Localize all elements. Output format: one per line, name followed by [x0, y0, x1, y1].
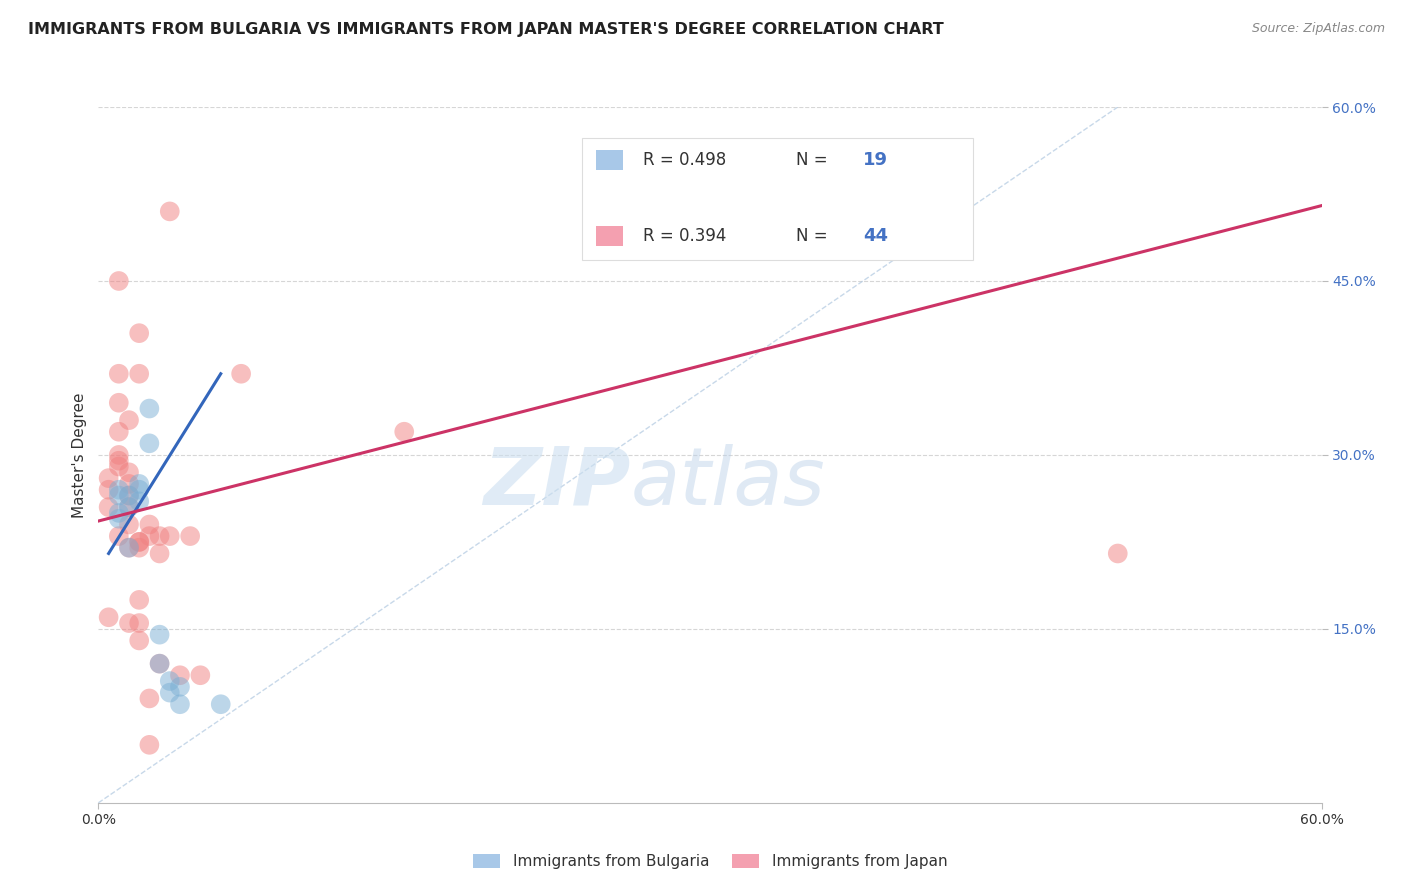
Text: IMMIGRANTS FROM BULGARIA VS IMMIGRANTS FROM JAPAN MASTER'S DEGREE CORRELATION CH: IMMIGRANTS FROM BULGARIA VS IMMIGRANTS F…	[28, 22, 943, 37]
Point	[108, 367, 131, 381]
Point	[128, 541, 150, 555]
Text: 19: 19	[863, 151, 889, 169]
Point	[159, 685, 181, 699]
Point	[118, 541, 141, 555]
Point	[118, 615, 141, 630]
Point	[903, 181, 925, 195]
Point	[128, 494, 150, 508]
Point	[128, 534, 150, 549]
Point	[149, 529, 172, 543]
Point	[128, 476, 150, 491]
Point	[108, 274, 131, 288]
Point	[169, 698, 191, 712]
Point	[138, 691, 160, 706]
Text: R = 0.394: R = 0.394	[643, 227, 725, 245]
FancyBboxPatch shape	[582, 138, 973, 260]
FancyBboxPatch shape	[596, 227, 623, 246]
Point	[209, 698, 232, 712]
Point	[118, 541, 141, 555]
Point	[188, 668, 212, 682]
Point	[231, 367, 253, 381]
Point	[118, 489, 141, 503]
Point	[108, 529, 131, 543]
Point	[1107, 546, 1129, 561]
Point	[392, 425, 416, 439]
Point	[149, 657, 172, 671]
Point	[97, 471, 120, 485]
Point	[149, 628, 172, 642]
Point	[108, 489, 131, 503]
Point	[128, 326, 150, 340]
Point	[97, 610, 120, 624]
Point	[138, 529, 160, 543]
Point	[149, 657, 172, 671]
Point	[97, 483, 120, 497]
Point	[169, 668, 191, 682]
Text: Source: ZipAtlas.com: Source: ZipAtlas.com	[1251, 22, 1385, 36]
Point	[118, 476, 141, 491]
Point	[159, 674, 181, 689]
Point	[118, 517, 141, 532]
Point	[159, 529, 181, 543]
Point	[138, 436, 160, 450]
Point	[169, 680, 191, 694]
Point	[108, 483, 131, 497]
Point	[149, 546, 172, 561]
Point	[108, 448, 131, 462]
Text: atlas: atlas	[630, 443, 825, 522]
Y-axis label: Master's Degree: Master's Degree	[72, 392, 87, 517]
Text: ZIP: ZIP	[484, 443, 630, 522]
Point	[128, 367, 150, 381]
Text: N =: N =	[796, 227, 832, 245]
Point	[118, 466, 141, 480]
Point	[159, 204, 181, 219]
Legend: Immigrants from Bulgaria, Immigrants from Japan: Immigrants from Bulgaria, Immigrants fro…	[467, 848, 953, 875]
Point	[108, 511, 131, 525]
Point	[108, 459, 131, 474]
Point	[128, 615, 150, 630]
Point	[128, 633, 150, 648]
Point	[179, 529, 201, 543]
Point	[97, 500, 120, 514]
Point	[138, 517, 160, 532]
Point	[108, 396, 131, 410]
Point	[138, 401, 160, 416]
Point	[108, 506, 131, 520]
Point	[118, 413, 141, 427]
Point	[128, 534, 150, 549]
Point	[128, 483, 150, 497]
Text: N =: N =	[796, 151, 832, 169]
Point	[108, 453, 131, 467]
FancyBboxPatch shape	[596, 150, 623, 169]
Text: R = 0.498: R = 0.498	[643, 151, 725, 169]
Point	[118, 489, 141, 503]
Point	[118, 500, 141, 514]
Point	[138, 738, 160, 752]
Point	[118, 500, 141, 514]
Point	[108, 425, 131, 439]
Point	[128, 592, 150, 607]
Text: 44: 44	[863, 227, 889, 245]
